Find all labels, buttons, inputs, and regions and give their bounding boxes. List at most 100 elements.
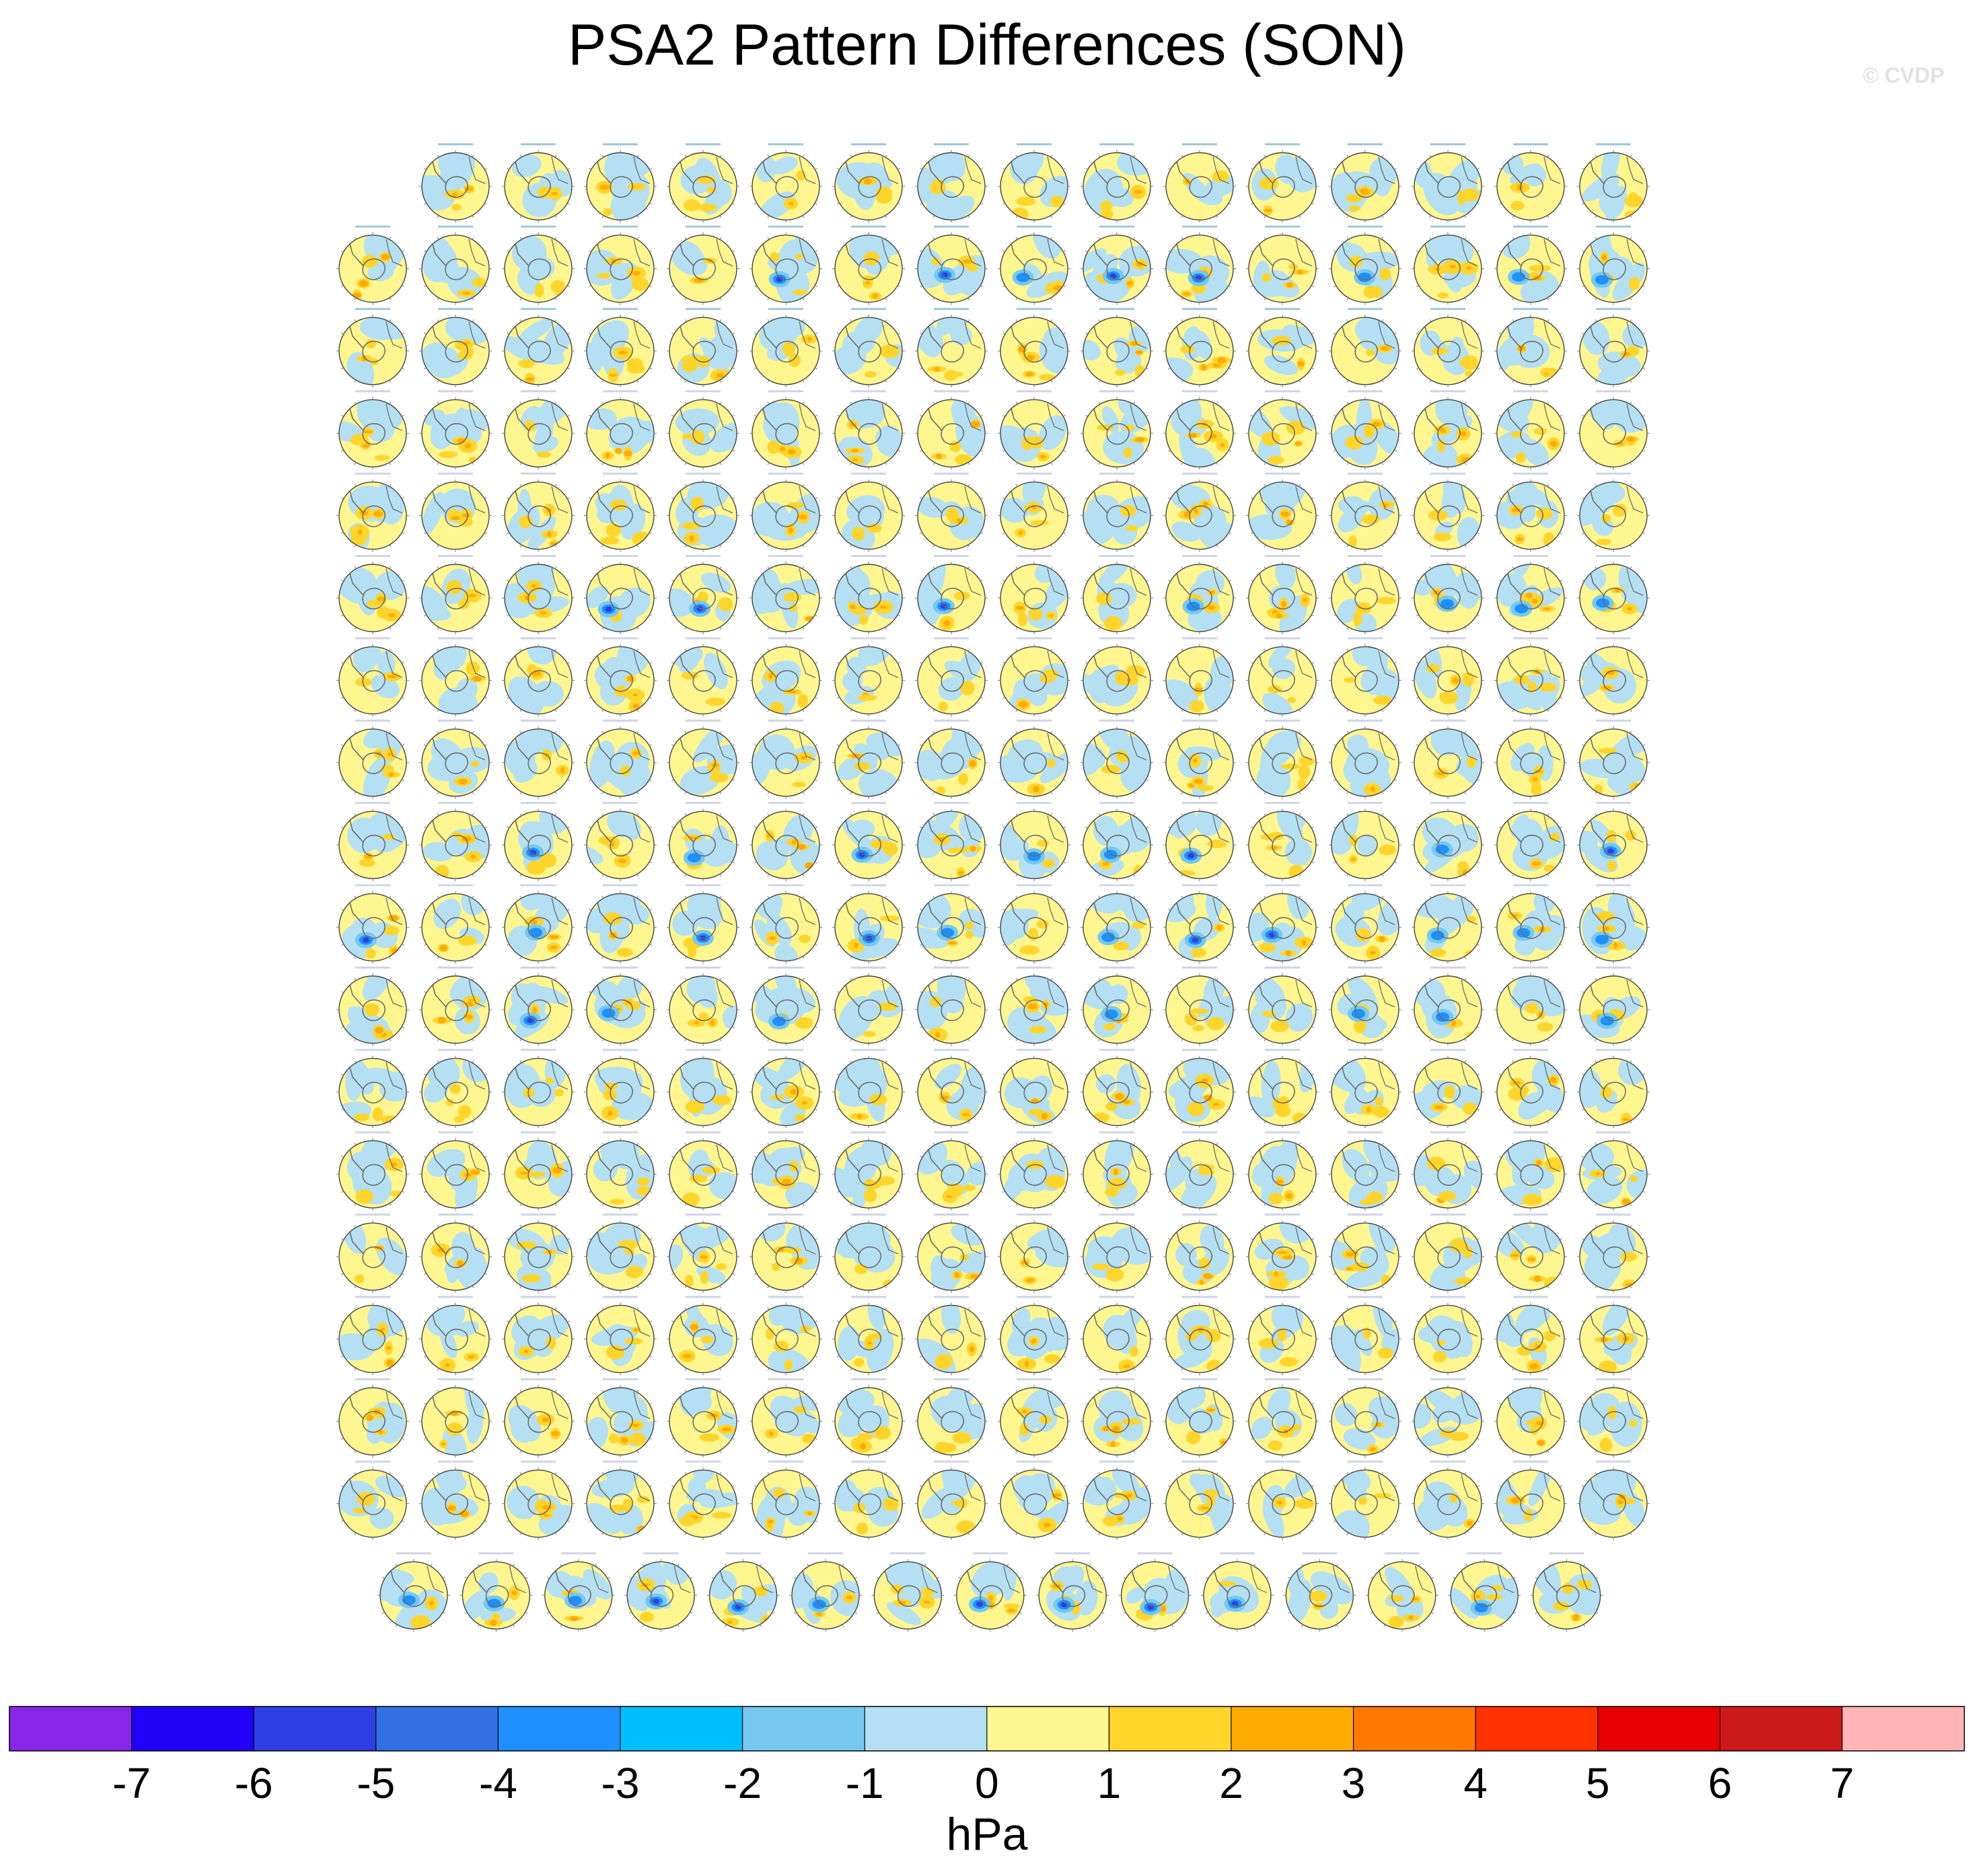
polar-map-panel [1412,1213,1484,1293]
polar-map-panel [998,1049,1070,1129]
polar-map-panel [1163,1296,1236,1376]
panel-caption [603,1378,638,1380]
panel-caption [1513,884,1548,887]
panel-caption [438,1378,473,1380]
panel-caption [603,802,638,804]
panel-caption [1182,225,1217,228]
panel-caption [396,1552,431,1554]
panel-caption [1430,472,1465,475]
panel-caption [521,884,556,887]
polar-map-panel [667,390,739,470]
panel-caption [686,390,721,393]
panel-caption [768,637,803,640]
panel-caption [1596,1460,1631,1463]
polar-map-panel [998,307,1070,387]
polar-map-panel [584,1460,657,1540]
panel-caption [1265,307,1300,310]
panel-caption [521,1460,556,1463]
panel-caption [768,1378,803,1380]
polar-map-panel [1530,1552,1603,1632]
panel-caption [1348,225,1383,228]
polar-map-panel [419,1460,492,1540]
panel-caption [1513,1049,1548,1051]
panel-caption [1596,1131,1631,1133]
panel-caption [1596,143,1631,145]
polar-map-panel [1412,143,1484,223]
panel-caption [1302,1552,1338,1554]
polar-map-panel [336,390,409,470]
polar-map-panel [750,1378,822,1458]
polar-map-panel [1246,1378,1319,1458]
polar-map-panel [1081,967,1153,1046]
panel-caption [603,225,638,228]
polar-map-panel [1412,225,1484,305]
panel-caption [355,637,390,640]
panel-caption [851,1460,886,1463]
panel-caption [1265,1049,1300,1051]
polar-map-panel [1329,472,1401,552]
panel-caption [686,1213,721,1216]
polar-map-panel [1412,390,1484,470]
polar-map-panel [336,555,409,634]
panel-caption [851,225,886,228]
polar-map-panel [832,1213,905,1293]
panel-caption [1099,225,1134,228]
panel-caption [355,1131,390,1133]
polar-map-panel [1081,472,1153,552]
polar-map-panel [419,1131,492,1211]
colorbar-swatch [1109,1706,1232,1751]
panel-caption [1513,1296,1548,1298]
polar-map-panel [1163,307,1236,387]
polar-map-panel [336,637,409,717]
polar-map-panel [502,1378,575,1458]
polar-map-panel [1494,1296,1567,1376]
panel-caption [1430,1213,1465,1216]
panel-caption [1430,967,1465,969]
polar-map-panel [1081,390,1153,470]
polar-map-panel [1163,1049,1236,1129]
polar-map-panel [1081,143,1153,223]
polar-map-panel [1577,1213,1650,1293]
panel-caption [438,719,473,722]
polar-map-panel [706,1552,780,1632]
panel-caption [1017,1460,1052,1463]
polar-map-panel [1412,637,1484,717]
polar-map-panel [1577,1378,1650,1458]
polar-map-panel [1577,143,1650,223]
panel-caption [1430,1296,1465,1298]
panel-caption [934,802,969,804]
polar-map-panel [1329,307,1401,387]
panel-caption [521,1296,556,1298]
polar-map-panel [1329,967,1401,1046]
polar-map-panel [1412,1131,1484,1211]
polar-map-panel [998,225,1070,305]
polar-map-panel [1246,967,1319,1046]
panel-caption [1430,884,1465,887]
panel-caption [1430,1460,1465,1463]
polar-map-panel [419,967,492,1046]
polar-map-panel [1329,1049,1401,1129]
polar-map-panel [998,472,1070,552]
panel-caption [1265,967,1300,969]
panel-caption [934,884,969,887]
polar-map-panel [1577,225,1650,305]
panel-caption [934,967,969,969]
polar-map-panel [1412,884,1484,964]
polar-map-panel [998,1378,1070,1458]
polar-map-panel [336,1460,409,1540]
panel-caption [1265,1296,1300,1298]
polar-map-panel [584,472,657,552]
panel-caption [1513,390,1548,393]
panel-caption [1099,472,1134,475]
panel-caption [603,1296,638,1298]
polar-map-panel [336,1049,409,1129]
panel-caption [355,719,390,722]
panel-caption [521,1131,556,1133]
polar-map-panel [584,637,657,717]
panel-caption [1182,1213,1217,1216]
colorbar-swatch [620,1706,743,1751]
polar-map-panel [915,1131,988,1211]
polar-map-panel [1412,555,1484,634]
colorbar-swatch [1842,1706,1965,1751]
polar-map-panel [832,1131,905,1211]
